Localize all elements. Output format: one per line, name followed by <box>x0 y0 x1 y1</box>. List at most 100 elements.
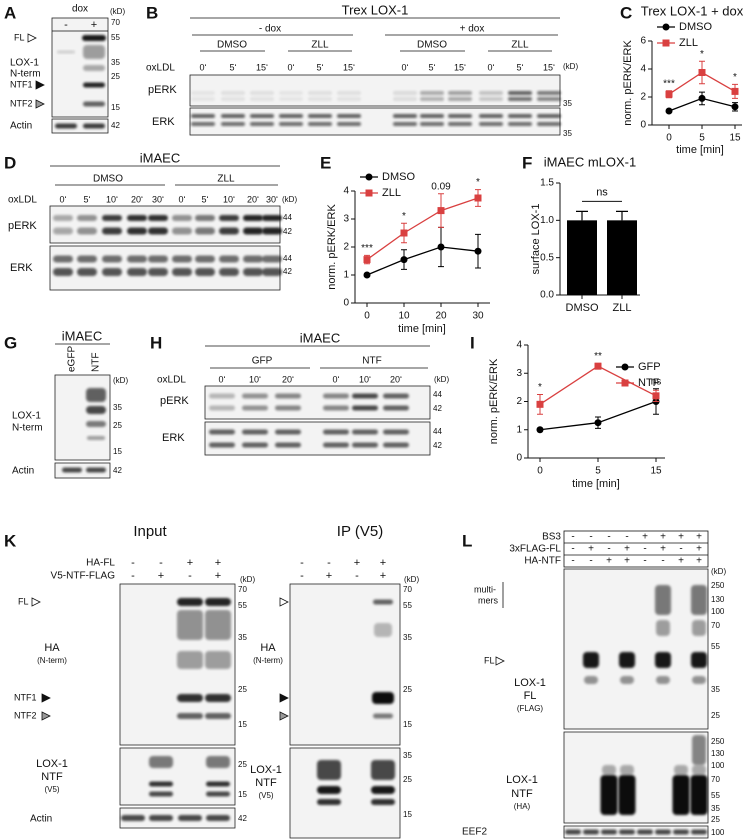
band <box>565 829 581 835</box>
band <box>537 91 561 95</box>
marker: 25 <box>711 815 720 824</box>
marker: 42 <box>283 227 292 236</box>
time: 5‘ <box>201 194 208 204</box>
band <box>219 215 239 221</box>
unit: (kD) <box>563 62 578 71</box>
time: 15‘ <box>543 62 555 72</box>
band <box>337 122 361 126</box>
label: N-term <box>10 69 41 80</box>
band <box>172 227 192 235</box>
time: 0‘ <box>487 62 494 72</box>
band <box>243 227 263 235</box>
point <box>731 103 739 111</box>
band <box>209 393 235 399</box>
label: (FLAG) <box>517 704 544 713</box>
treatment: dox <box>72 4 88 15</box>
band <box>172 255 192 263</box>
section-title: IP (V5) <box>337 523 383 540</box>
label: HA-NTF <box>524 556 561 567</box>
annotation: * <box>700 49 704 60</box>
label: HA <box>260 642 276 654</box>
band <box>86 467 106 473</box>
band <box>537 122 561 126</box>
y-tick-label: 0.0 <box>540 290 554 301</box>
label: NTF1 <box>10 79 33 89</box>
band <box>619 829 635 835</box>
y-tick-label: 1 <box>343 270 349 281</box>
band <box>691 585 707 615</box>
section-title: Input <box>133 523 167 540</box>
blot <box>54 374 111 461</box>
annotation: *** <box>361 243 373 254</box>
label: (V5) <box>258 791 273 800</box>
point <box>594 362 602 370</box>
time: 20‘ <box>131 194 143 204</box>
marker: 35 <box>563 129 572 138</box>
y-axis-label: surface LOX-1 <box>530 204 542 275</box>
unit: (kD) <box>113 376 128 385</box>
band <box>619 652 635 668</box>
x-tick-label: 0 <box>364 311 370 322</box>
band <box>373 713 393 719</box>
band <box>53 268 73 276</box>
band <box>83 65 105 71</box>
marker: 15 <box>403 810 412 819</box>
marker: 55 <box>403 601 412 610</box>
band <box>583 829 599 835</box>
label: NTF <box>255 777 277 789</box>
band <box>243 268 263 276</box>
band <box>242 429 268 435</box>
label: multi- <box>474 584 496 594</box>
time: 5‘ <box>229 62 236 72</box>
label: + <box>380 557 386 569</box>
legend-label: ZLL <box>382 187 401 199</box>
time: 0‘ <box>199 62 206 72</box>
label: ERK <box>162 432 185 444</box>
label: - <box>355 570 359 582</box>
band <box>317 786 341 794</box>
x-tick-label: 10 <box>398 311 410 322</box>
label: - <box>188 570 192 582</box>
label: + <box>696 532 702 543</box>
band <box>191 114 215 118</box>
band <box>373 599 393 605</box>
label: NTF2 <box>14 710 37 720</box>
band <box>177 610 203 640</box>
band <box>209 405 235 411</box>
label: LOX-1 <box>514 677 546 689</box>
blot <box>51 118 109 134</box>
y-tick-label: 4 <box>640 64 646 75</box>
arrowhead <box>27 33 37 43</box>
band <box>371 786 395 794</box>
marker: 250 <box>711 581 725 590</box>
band <box>205 610 231 640</box>
band <box>195 215 215 221</box>
marker: 42 <box>111 121 120 130</box>
x-tick-label: 15 <box>729 133 741 144</box>
band <box>82 35 106 41</box>
x-tick-label: 0 <box>537 466 543 477</box>
x-axis-label: time [min] <box>572 478 620 490</box>
band <box>148 227 168 235</box>
band <box>195 268 215 276</box>
band <box>448 97 472 101</box>
blot-title: iMAEC <box>300 330 340 345</box>
marker: 35 <box>111 58 120 67</box>
legend-swatch <box>662 23 670 31</box>
label: + <box>642 532 648 543</box>
marker: 55 <box>711 642 720 651</box>
y-tick-label: 2 <box>640 92 646 103</box>
panel-letter: I <box>470 333 475 352</box>
label: V5-NTF-FLAG <box>51 571 116 582</box>
time: 10‘ <box>223 194 235 204</box>
band <box>371 799 395 805</box>
time: 15‘ <box>343 62 355 72</box>
point <box>594 419 602 427</box>
label: LOX-1 <box>10 58 39 69</box>
band <box>206 756 230 768</box>
blot <box>204 421 431 456</box>
label: ERK <box>10 262 33 274</box>
band <box>262 268 282 276</box>
band <box>177 651 203 669</box>
band <box>374 623 392 637</box>
